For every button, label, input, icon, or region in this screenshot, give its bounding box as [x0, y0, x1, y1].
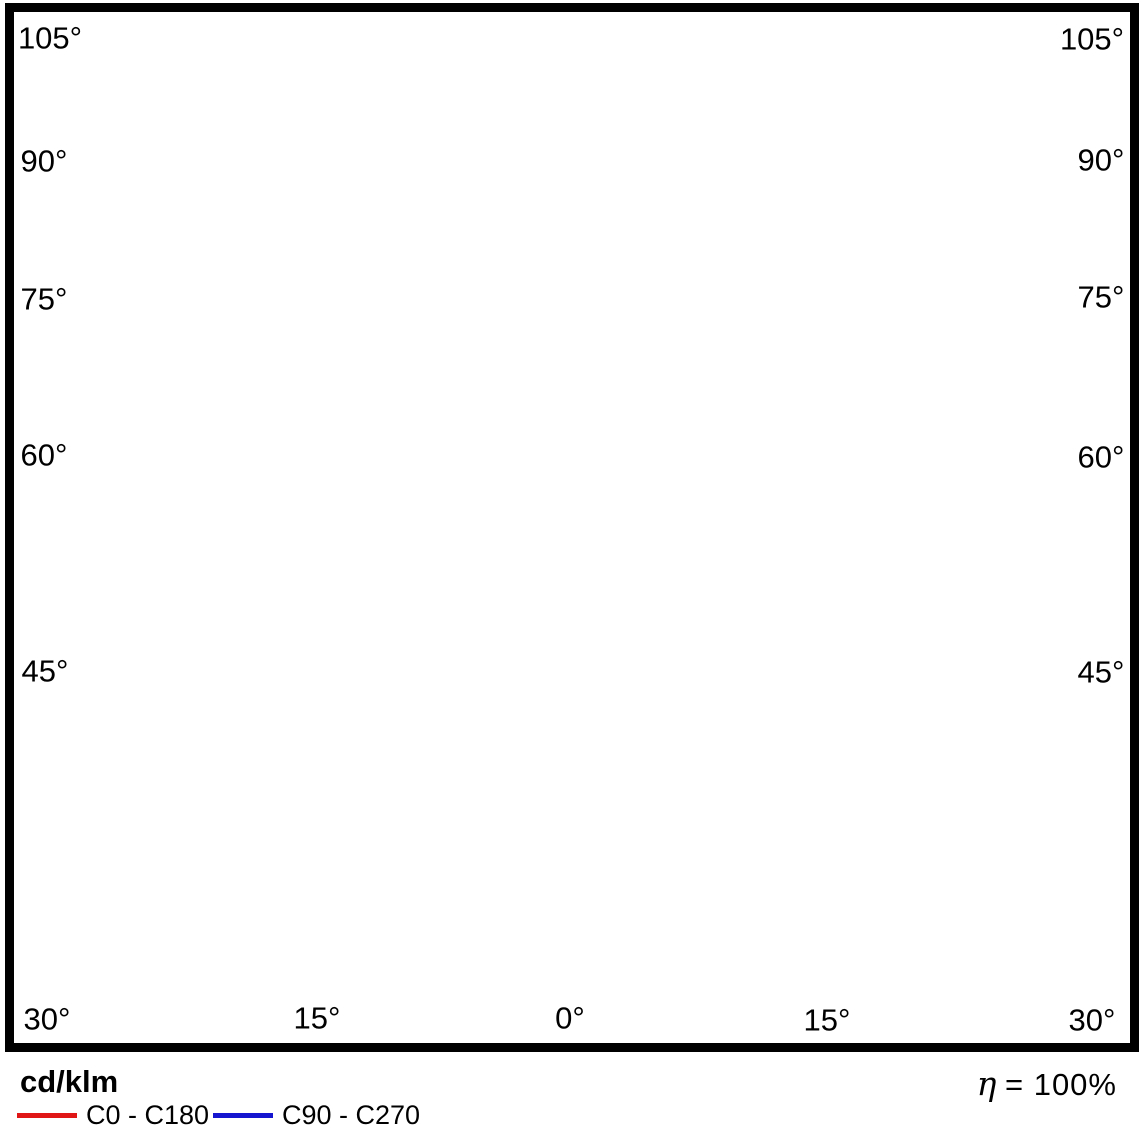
angle-label-60deg: 60° — [17, 439, 71, 473]
eta-symbol: η — [976, 1064, 997, 1103]
curve-c90-c270 — [196, 158, 944, 870]
angle-label-30deg: 30° — [20, 1003, 74, 1037]
angle-label-45deg: 45° — [18, 655, 72, 689]
legend-swatch — [17, 1112, 77, 1118]
angle-label-90deg: 90° — [17, 145, 71, 179]
angle-label-30deg: 30° — [1065, 1004, 1119, 1038]
legend-label: C90 - C270 — [282, 1099, 421, 1130]
legend: C0 - C180 C90 - C270 — [0, 1100, 1142, 1130]
curve-c0-c180 — [232, 155, 908, 865]
angle-label-75deg: 75° — [1074, 281, 1128, 315]
plot-frame — [5, 3, 1139, 1052]
angle-label-15deg: 15° — [800, 1004, 854, 1038]
efficiency-label: η = 100% — [977, 1064, 1117, 1103]
angle-label-105deg: 105° — [14, 22, 86, 56]
angle-label-60deg: 60° — [1074, 441, 1128, 475]
angle-label-0deg: 0° — [552, 1002, 588, 1036]
angle-label-105deg: 105° — [1056, 23, 1128, 57]
legend-label: C0 - C180 — [86, 1099, 210, 1130]
efficiency-value: = 100% — [1004, 1067, 1117, 1102]
legend-entry-c0-c180: C0 - C180 — [17, 1100, 209, 1130]
legend-entry-c90-c270: C90 - C270 — [213, 1100, 420, 1130]
angle-label-75deg: 75° — [17, 283, 71, 317]
angle-label-45deg: 45° — [1074, 656, 1128, 690]
angle-label-15deg: 15° — [290, 1002, 344, 1036]
radial-unit-label: cd/klm — [20, 1064, 119, 1099]
angle-label-90deg: 90° — [1074, 144, 1128, 178]
legend-swatch — [213, 1112, 273, 1118]
